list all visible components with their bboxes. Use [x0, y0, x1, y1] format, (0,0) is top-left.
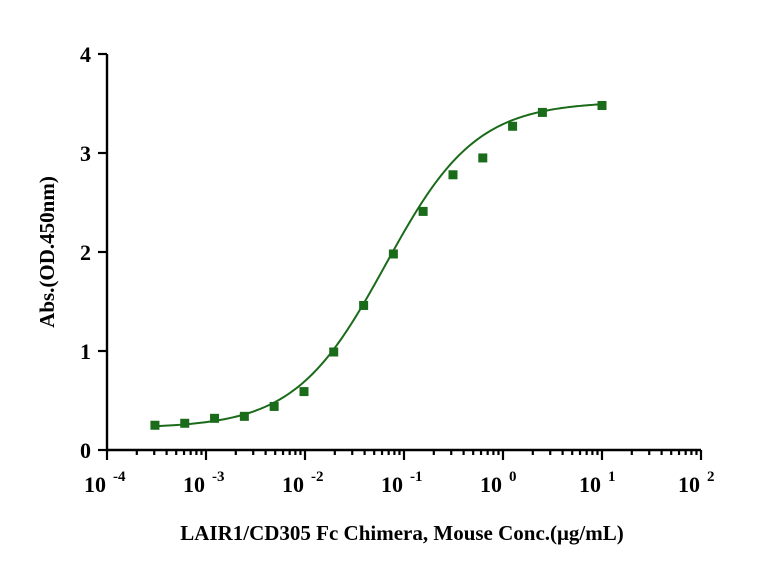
data-point: [537, 107, 547, 117]
data-point: [239, 411, 249, 421]
x-tick-exponent: -3: [212, 469, 225, 485]
data-point: [329, 347, 339, 357]
x-tick-exponent: 0: [509, 469, 517, 485]
data-point: [597, 100, 607, 110]
x-tick-label: 10: [84, 472, 106, 497]
data-point: [180, 418, 190, 428]
x-tick-label: 10: [381, 472, 403, 497]
x-tick-label: 10: [480, 472, 502, 497]
data-point: [418, 206, 428, 216]
data-points-layer: [150, 100, 607, 430]
data-point: [299, 387, 309, 397]
x-tick-label: 10: [183, 472, 205, 497]
y-tick-label: 3: [80, 141, 91, 166]
x-axis-ticks: 10 -4 10 -3 10 -2 10 -1 10 0 10 1 10 2: [84, 450, 715, 497]
data-point: [150, 420, 160, 430]
data-point: [210, 413, 220, 423]
x-tick-label: 10: [579, 472, 601, 497]
x-tick-exponent: -1: [410, 469, 423, 485]
fit-curve: [154, 103, 603, 428]
y-axis-ticks: 0 1 2 3 4: [80, 42, 107, 463]
y-tick-label: 0: [80, 438, 91, 463]
fit-curve-layer: [154, 103, 603, 428]
x-tick-exponent: 1: [608, 469, 616, 485]
x-tick-exponent: 2: [707, 469, 715, 485]
data-point: [388, 249, 398, 259]
x-tick-label: 10: [282, 472, 304, 497]
x-axis-title: LAIR1/CD305 Fc Chimera, Mouse Conc.(μg/m…: [180, 521, 624, 545]
x-tick-exponent: -4: [113, 469, 126, 485]
y-tick-label: 2: [80, 240, 91, 265]
data-point: [508, 121, 518, 131]
x-tick-exponent: -2: [311, 469, 324, 485]
y-tick-label: 1: [80, 339, 91, 364]
y-tick-label: 4: [80, 42, 91, 67]
data-point: [359, 300, 369, 310]
data-point: [448, 170, 458, 180]
data-point: [478, 153, 488, 163]
axes-layer: [105, 54, 701, 452]
x-tick-label: 10: [678, 472, 700, 497]
data-point: [269, 401, 279, 411]
y-axis-title: Abs.(OD.450nm): [35, 176, 59, 328]
